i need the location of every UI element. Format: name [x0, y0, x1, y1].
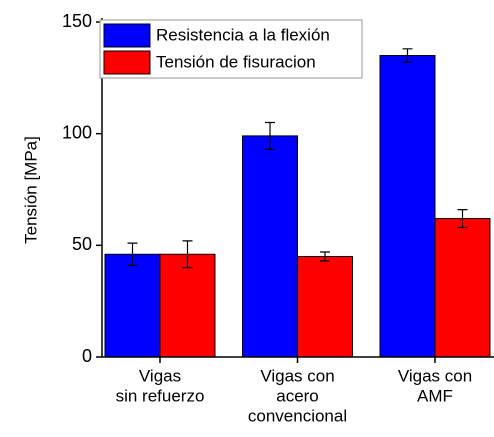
bar	[379, 55, 436, 358]
error-bar	[402, 48, 413, 63]
legend-swatch	[103, 50, 151, 75]
x-tick-label: Vigas con	[398, 366, 472, 385]
legend-swatch	[103, 23, 151, 48]
y-tick-label: 0	[82, 346, 92, 366]
bar	[159, 253, 216, 358]
y-tick-label: 50	[72, 234, 92, 254]
x-tick-label: Vigas	[139, 366, 181, 385]
bar	[104, 253, 161, 358]
bar	[242, 135, 298, 358]
error-bar	[457, 209, 468, 229]
y-axis-label: Tensión [MPa]	[21, 136, 40, 244]
bar	[434, 218, 491, 358]
y-tick-label: 100	[62, 122, 92, 142]
legend-label: Tensión de fisuracion	[156, 52, 316, 71]
x-tick-label: sin refuerzo	[116, 386, 205, 405]
x-tick-label: Vigas con	[260, 366, 334, 385]
error-bar	[265, 121, 275, 150]
error-bar	[182, 240, 193, 269]
error-bar	[127, 242, 138, 267]
x-tick-label: acero	[276, 386, 319, 405]
error-bar	[320, 251, 330, 262]
legend-label: Resistencia a la flexión	[156, 25, 330, 44]
x-tick-label: convencional	[248, 406, 347, 425]
bar	[297, 256, 353, 358]
x-tick-label: AMF	[417, 386, 453, 405]
y-tick-label: 150	[62, 11, 92, 31]
